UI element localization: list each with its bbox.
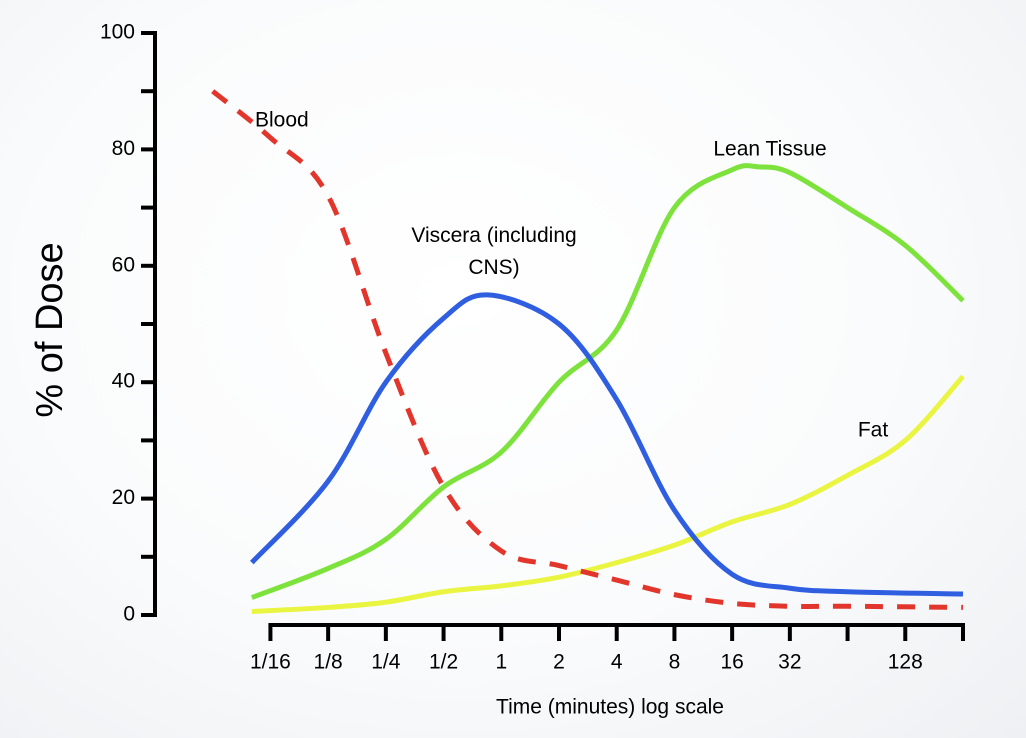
x-tick-label: 32 (778, 651, 801, 674)
series-line (211, 89, 964, 610)
x-tick-label: 1/16 (250, 651, 291, 674)
y-tick-label: 0 (123, 603, 135, 626)
x-tick-label: 1 (495, 651, 507, 674)
x-tick-label: 1/2 (429, 651, 458, 674)
series-line (250, 292, 964, 597)
x-axis-title: Time (minutes) log scale (496, 696, 724, 719)
series-line (250, 163, 965, 600)
x-tick-label: 2 (553, 651, 565, 674)
series-label: Fat (858, 419, 889, 442)
series-line (251, 374, 965, 615)
series-label: Lean Tissue (713, 138, 826, 161)
series-label: Viscera (including CNS) (411, 224, 577, 279)
y-tick-label: 20 (112, 486, 135, 509)
y-tick-label: 80 (112, 137, 135, 160)
x-tick-label: 1/4 (371, 651, 401, 674)
series-label: Blood (255, 109, 309, 132)
x-tick-label: 128 (888, 651, 923, 674)
y-tick-label: 40 (112, 370, 135, 393)
y-tick-label: 60 (112, 253, 135, 276)
x-tick-label: 4 (611, 651, 623, 674)
x-tick-label: 1/8 (314, 651, 343, 674)
x-tick-label: 16 (720, 651, 743, 674)
x-tick-label: 8 (669, 651, 681, 674)
y-axis-title: % of Dose (29, 242, 71, 417)
y-tick-label: 100 (100, 21, 135, 44)
